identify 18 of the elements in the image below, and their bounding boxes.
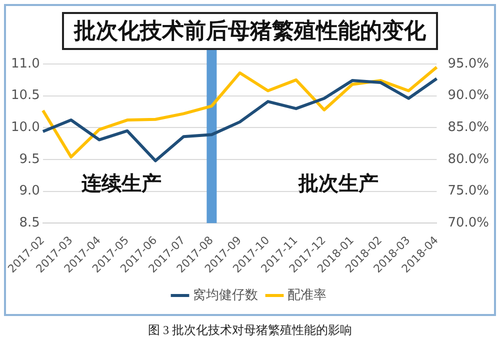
annotation: 连续生产 (80, 172, 162, 196)
annotation: 批次生产 (297, 172, 378, 196)
y2-tick-label: 70.0% (448, 216, 490, 231)
y-tick-label: 8.5 (19, 216, 40, 231)
chart-title: 批次化技术前后母猪繁殖性能的变化 (62, 12, 438, 50)
y-tick-label: 9.0 (19, 184, 40, 199)
legend-label: 窝均健仔数 (193, 286, 258, 302)
y2-tick-label: 80.0% (448, 152, 490, 167)
y-tick-label: 10.5 (10, 88, 40, 104)
legend-label: 配准率 (288, 286, 326, 302)
y-tick-label: 10.0 (10, 120, 40, 136)
y2-tick-label: 75.0% (448, 184, 490, 199)
y2-tick-label: 95.0% (448, 56, 490, 72)
y-tick-label: 11.0 (10, 56, 40, 72)
y2-tick-label: 90.0% (448, 88, 490, 104)
y2-tick-label: 85.0% (448, 120, 490, 136)
caption: 图 3 批次化技术对母猪繁殖性能的影响 (147, 322, 353, 339)
y-tick-label: 9.5 (19, 152, 40, 167)
